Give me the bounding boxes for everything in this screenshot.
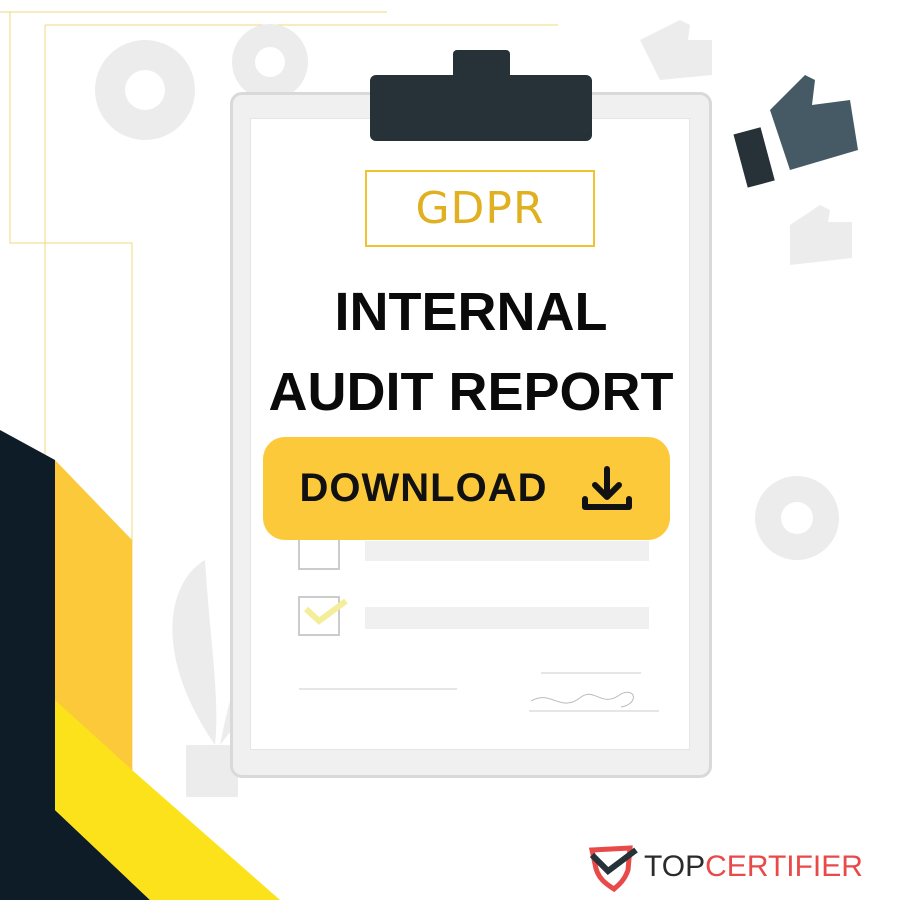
thumbs-up-small-icon	[790, 205, 852, 265]
yellow-lower	[55, 700, 280, 900]
shield-check-icon	[588, 845, 638, 892]
logo-certifier: CERTIFIER	[705, 850, 863, 883]
paper	[250, 118, 690, 750]
gdpr-badge: GDPR	[365, 170, 595, 247]
logo-top: TOP	[644, 850, 706, 883]
clip	[370, 75, 592, 141]
download-button[interactable]: DOWNLOAD	[263, 437, 670, 540]
thumbs-up-icon	[733, 75, 858, 188]
title-line-1: INTERNAL	[334, 282, 608, 342]
navy-shape	[0, 430, 150, 900]
download-icon	[582, 465, 633, 510]
topcertifier-logo: TOPCERTIFIER	[588, 842, 888, 892]
check-icon	[303, 598, 348, 625]
signature	[530, 691, 634, 708]
checklist	[298, 536, 659, 712]
download-label: DOWNLOAD	[299, 466, 548, 510]
thumbs-up-small-icon	[640, 20, 712, 80]
title-line-2: AUDIT REPORT	[268, 362, 674, 422]
